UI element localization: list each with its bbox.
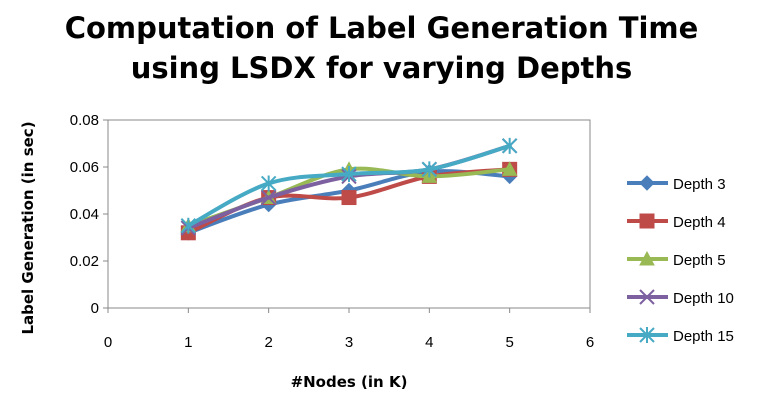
legend-label-depth-15: Depth 15 xyxy=(673,328,734,345)
data-point-depth-15 xyxy=(501,137,518,154)
y-tick-label: 0.02 xyxy=(70,253,99,270)
data-point-depth-15 xyxy=(421,161,438,178)
chart-title-line-1: Computation of Label Generation Time xyxy=(64,11,699,45)
legend: Depth 3 Depth 4 Depth 5 Depth 10 Depth 15 xyxy=(627,175,734,345)
y-axis-label: Label Generation (in sec) xyxy=(19,121,37,334)
data-point-depth-4 xyxy=(341,190,357,206)
x-tick-label: 1 xyxy=(184,334,192,351)
x-tick-label: 0 xyxy=(104,334,112,351)
chart-title-line-2: using LSDX for varying Depths xyxy=(130,51,633,85)
x-tick-label: 2 xyxy=(264,334,272,351)
legend-marker-depth-5 xyxy=(639,250,655,266)
x-tick-label: 6 xyxy=(586,334,594,351)
x-tick-label: 5 xyxy=(505,334,513,351)
data-point-depth-15 xyxy=(180,217,197,234)
legend-marker-depth-10 xyxy=(639,289,655,305)
legend-label-depth-5: Depth 5 xyxy=(673,252,726,269)
legend-label-depth-4: Depth 4 xyxy=(673,214,726,231)
legend-label-depth-3: Depth 3 xyxy=(673,176,726,193)
data-point-depth-5 xyxy=(501,161,518,176)
legend-marker-depth-3 xyxy=(639,175,655,191)
y-tick-label: 0.06 xyxy=(70,159,99,176)
data-point-depth-15 xyxy=(260,175,277,192)
y-tick-label: 0.08 xyxy=(70,112,99,129)
chart-title: Computation of Label Generation Time usi… xyxy=(0,8,763,88)
data-point-depth-15 xyxy=(341,166,357,183)
series-depth-15 xyxy=(180,137,518,234)
data-point-depth-10 xyxy=(260,189,277,206)
legend-marker-depth-15 xyxy=(639,327,655,343)
legend-marker-depth-4 xyxy=(639,213,655,229)
plot-area xyxy=(107,119,591,309)
x-axis-label: #Nodes (in K) xyxy=(291,373,408,391)
y-tick-label: 0 xyxy=(91,300,99,317)
x-tick-label: 4 xyxy=(425,334,433,351)
legend-label-depth-10: Depth 10 xyxy=(673,290,734,307)
x-tick-label: 3 xyxy=(345,334,353,351)
y-tick-label: 0.04 xyxy=(70,206,99,223)
